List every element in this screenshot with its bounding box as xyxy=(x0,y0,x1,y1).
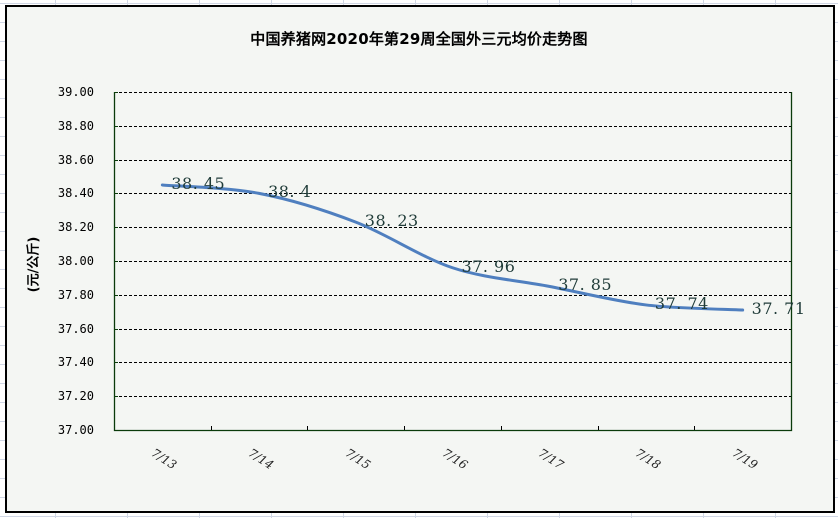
y-tick-label: 37.80 xyxy=(57,287,94,302)
y-tick-label: 37.00 xyxy=(57,422,94,437)
data-label: 37. 74 xyxy=(654,293,709,313)
price-line[interactable] xyxy=(160,183,745,312)
y-tick-label: 37.20 xyxy=(57,388,94,403)
y-tick-label: 38.20 xyxy=(57,219,94,234)
data-label: 37. 96 xyxy=(461,256,516,276)
chart-area[interactable] xyxy=(5,5,835,513)
y-tick-label: 38.40 xyxy=(57,185,94,200)
y-tick-label: 37.40 xyxy=(57,354,94,369)
y-tick-label: 38.60 xyxy=(57,152,94,167)
y-tick-label: 39.00 xyxy=(57,84,94,99)
data-label: 37. 71 xyxy=(751,299,806,318)
data-label: 37. 85 xyxy=(558,275,613,295)
y-tick-label: 37.60 xyxy=(57,321,94,336)
chart-title: 中国养猪网2020年第29周全国外三元均价走势图 xyxy=(250,30,588,48)
data-label: 38. 4 xyxy=(268,182,312,202)
data-label: 38. 45 xyxy=(171,173,226,193)
y-tick-label: 38.80 xyxy=(57,118,94,133)
axes xyxy=(113,92,793,432)
y-tick-label: 38.00 xyxy=(57,253,94,268)
data-label: 38. 23 xyxy=(364,211,419,231)
